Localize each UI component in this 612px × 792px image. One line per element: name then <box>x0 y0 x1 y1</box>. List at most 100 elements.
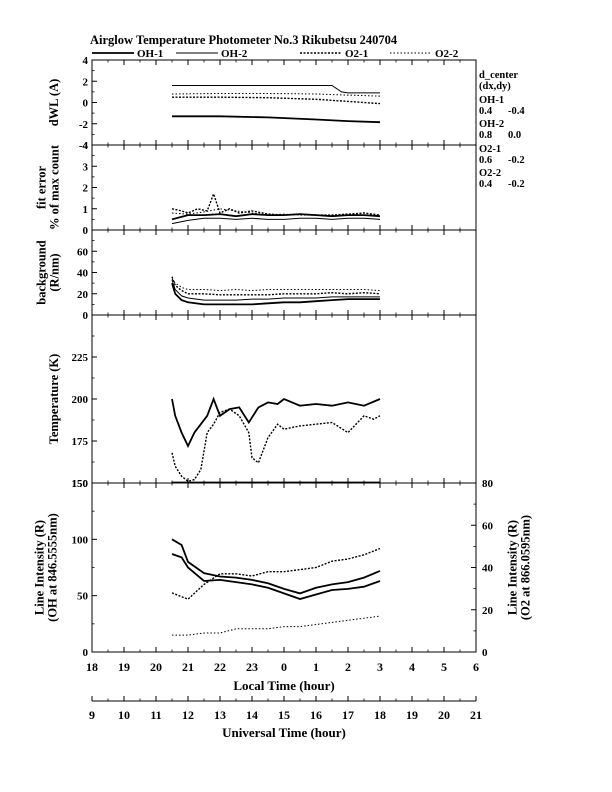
y-tick-label: 20 <box>77 289 89 301</box>
ylabel-bg-0: background <box>35 240 49 304</box>
ut-tick-label: 12 <box>182 708 194 722</box>
series-oh1 <box>172 115 381 124</box>
y-tick-label: 150 <box>72 478 89 490</box>
y-tick-label: 0 <box>83 98 89 110</box>
x-tick-label: 5 <box>441 660 447 674</box>
y-tick-label: 225 <box>72 352 89 364</box>
series-o21 <box>171 547 381 601</box>
x-axis-label: Local Time (hour) <box>233 678 334 693</box>
series-o21 <box>171 408 381 483</box>
series-oh2 <box>171 279 380 301</box>
ut-tick-label: 17 <box>342 708 354 722</box>
y-tick-label: 100 <box>72 534 89 546</box>
ut-tick-label: 13 <box>214 708 226 722</box>
ut-tick-label: 10 <box>118 708 130 722</box>
y-tick-label: 2 <box>83 183 89 195</box>
y-tick-label: 0 <box>83 225 89 237</box>
series-o22 <box>171 93 381 97</box>
x-tick-label: 21 <box>182 660 194 674</box>
y-tick-label: 0 <box>83 647 89 659</box>
legend-label-oh2: OH-2 <box>221 48 248 60</box>
series-o21 <box>172 96 381 105</box>
ut-tick-label: 15 <box>278 708 290 722</box>
ylabel-intensity-left-1: (OH at 846.5555nm) <box>46 513 60 622</box>
y-tick-label: 2 <box>83 76 89 88</box>
x-tick-label: 4 <box>409 660 415 674</box>
side-note-header: d_center <box>479 70 518 81</box>
y-tick-label: 1 <box>83 204 89 216</box>
series-oh2 <box>172 85 380 94</box>
side-note-oh2-name: OH-2 <box>479 119 504 130</box>
legend-label-o21: O2-1 <box>345 48 368 60</box>
series-oh1 <box>171 282 380 306</box>
y-tick-label: 0 <box>83 310 89 322</box>
side-note-o22-name: O2-2 <box>479 168 501 179</box>
side-note-o21-name: O2-1 <box>479 144 501 155</box>
x-tick-label: 19 <box>118 660 130 674</box>
series-oh1 <box>171 553 381 600</box>
y-tick-label: 4 <box>83 140 89 152</box>
legend: OH-1 OH-2 O2-1 O2-2 <box>92 48 459 60</box>
series-o21 <box>171 191 381 216</box>
panel-frame-dwl <box>91 59 477 146</box>
side-note-oh1-dy: -0.4 <box>508 106 525 117</box>
y-tick-label: 200 <box>72 394 89 406</box>
y-tick-label: 60 <box>77 246 89 258</box>
ylabel-intensity-right-0: Line Intensity (R) <box>506 520 520 615</box>
ylabel-bg-1: (R/nm) <box>48 253 62 291</box>
series-o21 <box>171 276 381 296</box>
x-tick-label: 23 <box>246 660 258 674</box>
y-tick-label: 150 <box>72 478 89 490</box>
y2-tick-label: 80 <box>482 478 494 490</box>
ut-tick-label: 19 <box>406 708 418 722</box>
ut-axis-label: Universal Time (hour) <box>222 725 346 740</box>
ut-tick-label: 21 <box>470 708 482 722</box>
y-tick-label: 40 <box>77 268 89 280</box>
y2-tick-label: 40 <box>482 563 494 575</box>
ut-tick-label: 11 <box>150 708 161 722</box>
panel-frame-fit <box>91 144 477 231</box>
y-tick-label: -2 <box>79 119 89 131</box>
side-note-o22-dy: -0.2 <box>508 179 525 190</box>
series-o22 <box>172 615 381 636</box>
ylabel-dwl-0: dWL (A) <box>47 79 61 127</box>
side-note-oh1-name: OH-1 <box>479 95 504 106</box>
side-note-oh2-dy: 0.0 <box>508 130 521 141</box>
y-tick-label: -4 <box>79 140 89 152</box>
ut-tick-label: 14 <box>246 708 258 722</box>
side-note-subheader: (dx,dy) <box>479 81 511 92</box>
y-tick-label: 3 <box>83 161 89 173</box>
x-tick-label: 6 <box>473 660 479 674</box>
x-tick-label: 2 <box>345 660 351 674</box>
side-note-oh2-dx: 0.8 <box>479 130 492 141</box>
x-tick-label: 1 <box>313 660 319 674</box>
side-note-o21-dx: 0.6 <box>479 155 492 166</box>
y2-tick-label: 0 <box>482 647 488 659</box>
ut-tick-label: 16 <box>310 708 322 722</box>
side-note-oh1-dx: 0.4 <box>479 106 493 117</box>
x-tick-label: 22 <box>214 660 226 674</box>
ut-tick-label: 18 <box>374 708 386 722</box>
series-oh1 <box>171 538 381 595</box>
y-tick-label: 175 <box>72 436 89 448</box>
chart-title: Airglow Temperature Photometer No.3 Riku… <box>90 33 398 47</box>
ylabel-fit-0: fit error <box>35 165 49 209</box>
ut-tick-label: 20 <box>438 708 450 722</box>
ylabel-intensity-left-0: Line Intensity (R) <box>33 520 47 615</box>
x-tick-label: 20 <box>150 660 162 674</box>
ylabel-intensity-right-1: (O2 at 866.0595nm) <box>519 515 533 620</box>
ylabel-temp-0: Temperature (K) <box>47 354 61 445</box>
y-tick-label: 4 <box>83 55 89 67</box>
series-o22 <box>171 278 381 292</box>
side-note-o21-dy: -0.2 <box>508 155 525 166</box>
x-tick-label: 18 <box>86 660 98 674</box>
series-oh1 <box>171 396 381 449</box>
x-tick-label: 3 <box>377 660 383 674</box>
y2-tick-label: 60 <box>482 520 494 532</box>
ut-tick-label: 9 <box>89 708 95 722</box>
side-notes: d_center (dx,dy) OH-1 0.4 -0.4 OH-2 0.8 … <box>479 70 525 190</box>
legend-label-oh1: OH-1 <box>137 48 163 60</box>
y-tick-label: 50 <box>77 591 89 603</box>
legend-label-o22: O2-2 <box>435 48 459 60</box>
